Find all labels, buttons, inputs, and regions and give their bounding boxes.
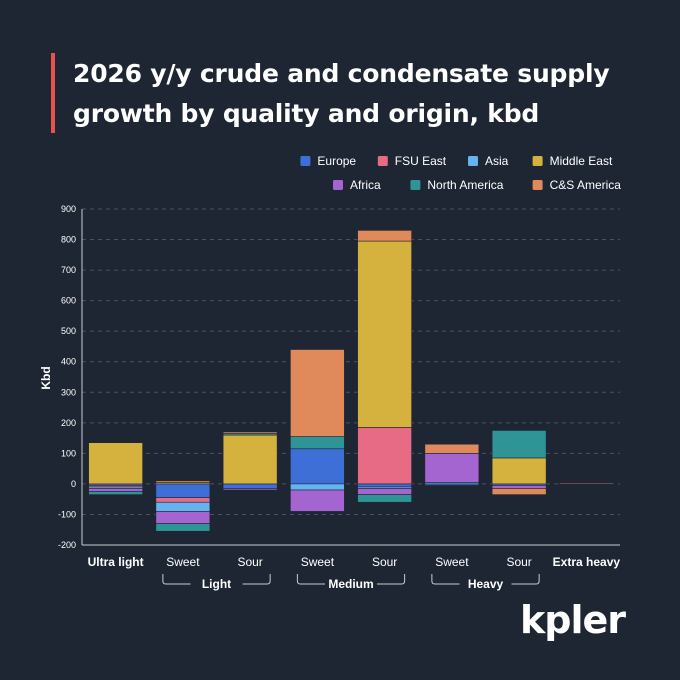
bar-segment — [222, 483, 278, 489]
legend-swatch — [468, 156, 478, 166]
bar-segment — [290, 349, 345, 437]
brand-logo: kpler — [520, 598, 626, 642]
y-axis-label: Kbd — [39, 366, 53, 389]
legend-swatch — [377, 156, 388, 166]
y-tick-label: 0 — [71, 479, 76, 489]
bar-segment — [155, 511, 211, 524]
x-tick-label: Sour — [237, 555, 262, 569]
bar-segment — [88, 491, 143, 495]
bar-segment — [559, 482, 614, 485]
bar-segment — [357, 488, 412, 495]
bar-segment — [357, 427, 412, 485]
gridlines — [82, 208, 620, 515]
y-tick-label: 500 — [61, 326, 76, 336]
bar-segment — [155, 523, 211, 532]
x-axis-groups: Light Medium Heavy — [162, 574, 540, 591]
legend-swatch — [410, 180, 421, 190]
y-tick-label: 200 — [61, 418, 76, 428]
legend-swatch — [532, 180, 543, 190]
bar-segment — [155, 480, 211, 483]
title-accent-bar — [51, 53, 55, 133]
bar-segment — [222, 434, 278, 485]
bar-segment — [491, 457, 547, 485]
y-tick-label: 400 — [61, 357, 76, 367]
group-bracket — [431, 574, 540, 585]
legend: Europe FSU East Asia Middle East Africa North… — [300, 154, 621, 192]
bar-segment — [155, 497, 211, 503]
y-tick-label: 600 — [61, 296, 76, 306]
legend-swatch — [333, 180, 343, 190]
legend-label: Africa — [350, 178, 381, 192]
bar-segment — [88, 488, 143, 492]
axes: -200 -100 0 100 200 300 400 500 600 700 800 900 — [58, 204, 620, 550]
y-tick-label: 700 — [61, 265, 76, 275]
legend-label: Europe — [317, 154, 356, 168]
x-tick-label: Ultra light — [88, 555, 144, 569]
bar-segment — [290, 483, 345, 491]
bar-segment — [424, 443, 480, 454]
bars — [88, 230, 614, 532]
x-tick-label: Sweet — [435, 555, 469, 569]
bar-segment — [88, 442, 143, 485]
x-tick-label: Extra heavy — [553, 555, 621, 569]
x-axis-labels: Ultra light Sweet Sour Sweet Sour Sweet Sour Ex… — [88, 555, 621, 569]
y-tick-label: -200 — [58, 540, 76, 550]
y-tick-label: 300 — [61, 387, 76, 397]
y-tick-label: -100 — [58, 509, 76, 519]
legend-label: Middle East — [550, 154, 613, 168]
group-bracket — [296, 574, 406, 585]
bar-segment — [424, 453, 480, 483]
bar-segment — [290, 436, 345, 450]
chart-title: 2026 y/y crude and condensate supply gro… — [73, 59, 610, 128]
legend-swatch — [300, 156, 311, 166]
bar-segment — [290, 448, 345, 485]
x-tick-label: Sour — [506, 555, 531, 569]
bar-segment — [491, 485, 547, 489]
group-bracket — [162, 574, 271, 585]
bar-segment — [155, 501, 211, 512]
x-tick-label: Sour — [372, 555, 397, 569]
y-tick-label: 900 — [61, 204, 76, 214]
bar-segment — [357, 230, 412, 242]
x-tick-label: Sweet — [166, 555, 200, 569]
legend-label: C&S America — [550, 178, 622, 192]
legend-swatch — [532, 156, 543, 166]
bar-segment — [290, 489, 345, 512]
group-label: Medium — [328, 577, 373, 591]
bar-segment — [491, 430, 547, 459]
x-tick-label: Sweet — [301, 555, 335, 569]
y-tick-label: 100 — [61, 448, 76, 458]
y-tick-label: 800 — [61, 235, 76, 245]
bar-segment — [222, 431, 278, 434]
bar-segment — [222, 488, 278, 491]
group-label: Light — [202, 577, 231, 591]
bar-segment — [357, 494, 412, 503]
legend-label: Asia — [485, 154, 509, 168]
group-label: Heavy — [468, 577, 504, 591]
legend-label: FSU East — [395, 154, 447, 168]
bar-segment — [357, 240, 412, 428]
bar-segment — [491, 488, 547, 495]
bar-segment — [357, 483, 412, 488]
legend-label: North America — [427, 178, 503, 192]
bar-segment — [155, 483, 211, 498]
